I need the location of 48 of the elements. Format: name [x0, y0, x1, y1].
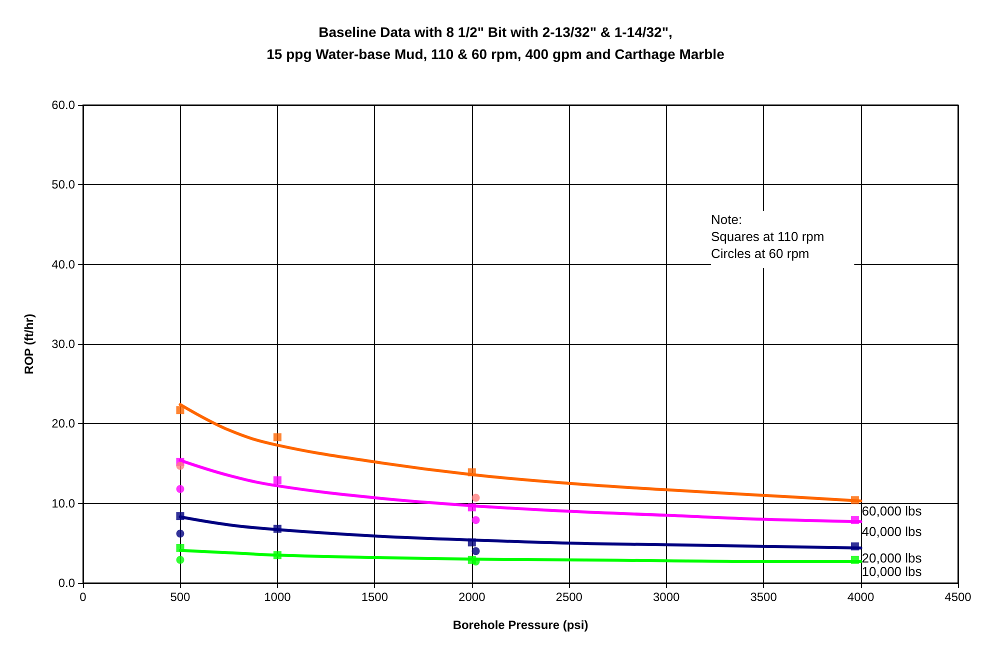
point: [176, 406, 184, 414]
series-label: 40,000 lbs: [862, 524, 922, 540]
point: [468, 538, 476, 546]
y-tick-label: 20.0: [52, 416, 76, 431]
point: [850, 496, 859, 504]
point: [472, 557, 480, 566]
annotation: Note: Squares at 110 rpm Circles at 60 rpm: [711, 212, 824, 261]
x-tick-label: 4000: [847, 590, 874, 604]
point: [472, 494, 480, 502]
y-tick-label: 50.0: [52, 178, 76, 192]
series-label: 20,000 lbs: [862, 550, 922, 566]
y-tick-label: 10.0: [52, 496, 76, 510]
x-tick-label: 3500: [750, 590, 778, 604]
point: [176, 484, 184, 493]
point: [468, 468, 476, 476]
point: [176, 556, 184, 564]
point: [176, 530, 184, 538]
series-label: 60,000 lbs: [862, 503, 922, 518]
point: [273, 476, 282, 484]
point: [850, 542, 859, 550]
point: [176, 462, 184, 470]
point: [273, 524, 282, 533]
x-tick-label: 1000: [264, 590, 292, 604]
y-tick-label: 30.0: [52, 337, 76, 351]
x-tick-label: 4500: [944, 590, 972, 604]
x-tick-label: 2000: [458, 590, 486, 604]
point: [273, 551, 282, 560]
x-tick-label: 0: [80, 590, 87, 604]
line-series: [178, 403, 862, 502]
y-tick-label: 60.0: [52, 98, 76, 112]
x-tick-label: 500: [170, 590, 191, 604]
series-label: 10,000 lbs: [862, 564, 922, 579]
point: [850, 556, 859, 564]
point: [468, 503, 476, 512]
chart-title: Baseline Data with 8 1/2" Bit with 2-13/32" & 1-14/32", 15 ppg Water-base Mud, 110 & 60 rpm, 400 gpm and Carthage Marble: [266, 24, 725, 62]
point: [273, 433, 282, 442]
x-tick-label: 2500: [556, 590, 583, 604]
point: [176, 544, 184, 552]
point: [472, 516, 480, 524]
point: [850, 516, 859, 524]
x-tick-label: 3000: [652, 590, 680, 604]
point: [176, 512, 184, 520]
x-tick-label: 1500: [361, 590, 388, 604]
y-tick-label: 40.0: [52, 257, 76, 272]
y-axis-title: ROP (ft/hr): [22, 314, 36, 374]
x-axis-title: Borehole Pressure (psi): [452, 618, 588, 632]
point: [472, 547, 480, 556]
y-tick-label: 0.0: [58, 576, 76, 590]
